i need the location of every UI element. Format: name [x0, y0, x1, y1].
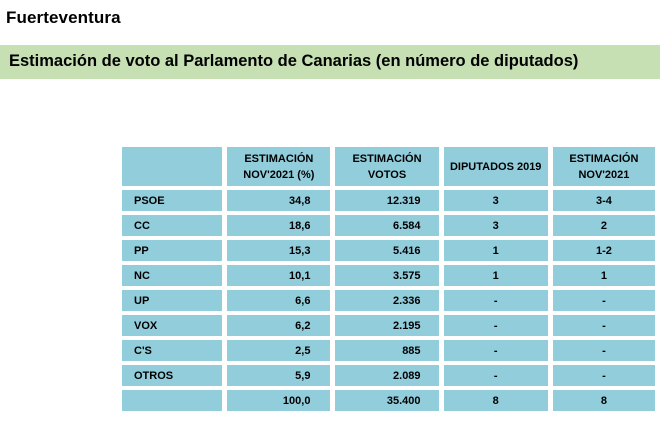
cell-seats-2019: 1 [443, 265, 548, 286]
cell-seats-2019: - [443, 365, 548, 386]
cell-pct-2021: 100,0 [227, 390, 331, 411]
header-cell-party [122, 147, 223, 186]
cell-party: VOX [122, 315, 223, 336]
cell-pct-2021: 15,3 [227, 240, 331, 261]
cell-party: UP [122, 290, 223, 311]
cell-seats-2021: 1 [552, 265, 655, 286]
cell-pct-2021: 5,9 [227, 365, 331, 386]
cell-seats-2021: - [552, 340, 655, 361]
cell-seats-2021: - [552, 365, 655, 386]
header-cell-seats-2021: ESTIMACIÓN NOV'2021 [552, 147, 655, 186]
table-row: CC 18,6 6.584 3 2 [122, 215, 655, 236]
table-row: NC 10,1 3.575 1 1 [122, 265, 655, 286]
cell-votes: 2.195 [335, 315, 439, 336]
region-title: Fuerteventura [6, 8, 121, 27]
cell-party: C'S [122, 340, 223, 361]
cell-party: NC [122, 265, 223, 286]
cell-party: PSOE [122, 190, 223, 211]
cell-votes: 2.336 [335, 290, 439, 311]
cell-party: OTROS [122, 365, 223, 386]
table-header-row: ESTIMACIÓN NOV'2021 (%) ESTIMACIÓN VOTOS DIP… [122, 147, 655, 186]
cell-pct-2021: 6,6 [227, 290, 331, 311]
cell-votes: 35.400 [335, 390, 439, 411]
cell-pct-2021: 6,2 [227, 315, 331, 336]
cell-votes: 885 [335, 340, 439, 361]
table-row: VOX 6,2 2.195- - [122, 315, 655, 336]
table-row: OTROS 5,9 2.089- - [122, 365, 655, 386]
header-cell-pct-2021: ESTIMACIÓN NOV'2021 (%) [227, 147, 331, 186]
cell-votes: 5.416 [335, 240, 439, 261]
cell-votes: 12.319 [335, 190, 439, 211]
subtitle-text: Estimación de voto al Parlamento de Cana… [9, 52, 579, 70]
cell-pct-2021: 34,8 [227, 190, 331, 211]
cell-seats-2019: 8 [443, 390, 548, 411]
cell-seats-2019: - [443, 290, 548, 311]
table-row: PSOE 34,8 12.319 3 3-4 [122, 190, 655, 211]
cell-pct-2021: 10,1 [227, 265, 331, 286]
cell-seats-2021: 8 [552, 390, 655, 411]
cell-party: CC [122, 215, 223, 236]
cell-seats-2021: 2 [552, 215, 655, 236]
cell-votes: 3.575 [335, 265, 439, 286]
cell-seats-2019: - [443, 315, 548, 336]
table-row: 100,0 35.400 8 8 [122, 390, 655, 411]
table-row: PP 15,3 5.416 1 1-2 [122, 240, 655, 261]
table-row: UP 6,6 2.336- - [122, 290, 655, 311]
cell-seats-2021: - [552, 290, 655, 311]
cell-seats-2019: 3 [443, 215, 548, 236]
cell-pct-2021: 2,5 [227, 340, 331, 361]
cell-seats-2021: - [552, 315, 655, 336]
table-row: C'S 2,5 885- - [122, 340, 655, 361]
vote-estimate-table: ESTIMACIÓN NOV'2021 (%) ESTIMACIÓN VOTOS DIP… [117, 143, 660, 415]
cell-seats-2021: 3-4 [552, 190, 655, 211]
header-cell-votes: ESTIMACIÓN VOTOS [335, 147, 439, 186]
cell-seats-2021: 1-2 [552, 240, 655, 261]
cell-seats-2019: - [443, 340, 548, 361]
header-cell-seats-2019: DIPUTADOS 2019 [443, 147, 548, 186]
cell-seats-2019: 3 [443, 190, 548, 211]
cell-party [122, 390, 223, 411]
cell-seats-2019: 1 [443, 240, 548, 261]
cell-party: PP [122, 240, 223, 261]
cell-pct-2021: 18,6 [227, 215, 331, 236]
cell-votes: 6.584 [335, 215, 439, 236]
subtitle-banner: Estimación de voto al Parlamento de Cana… [0, 45, 660, 79]
cell-votes: 2.089 [335, 365, 439, 386]
